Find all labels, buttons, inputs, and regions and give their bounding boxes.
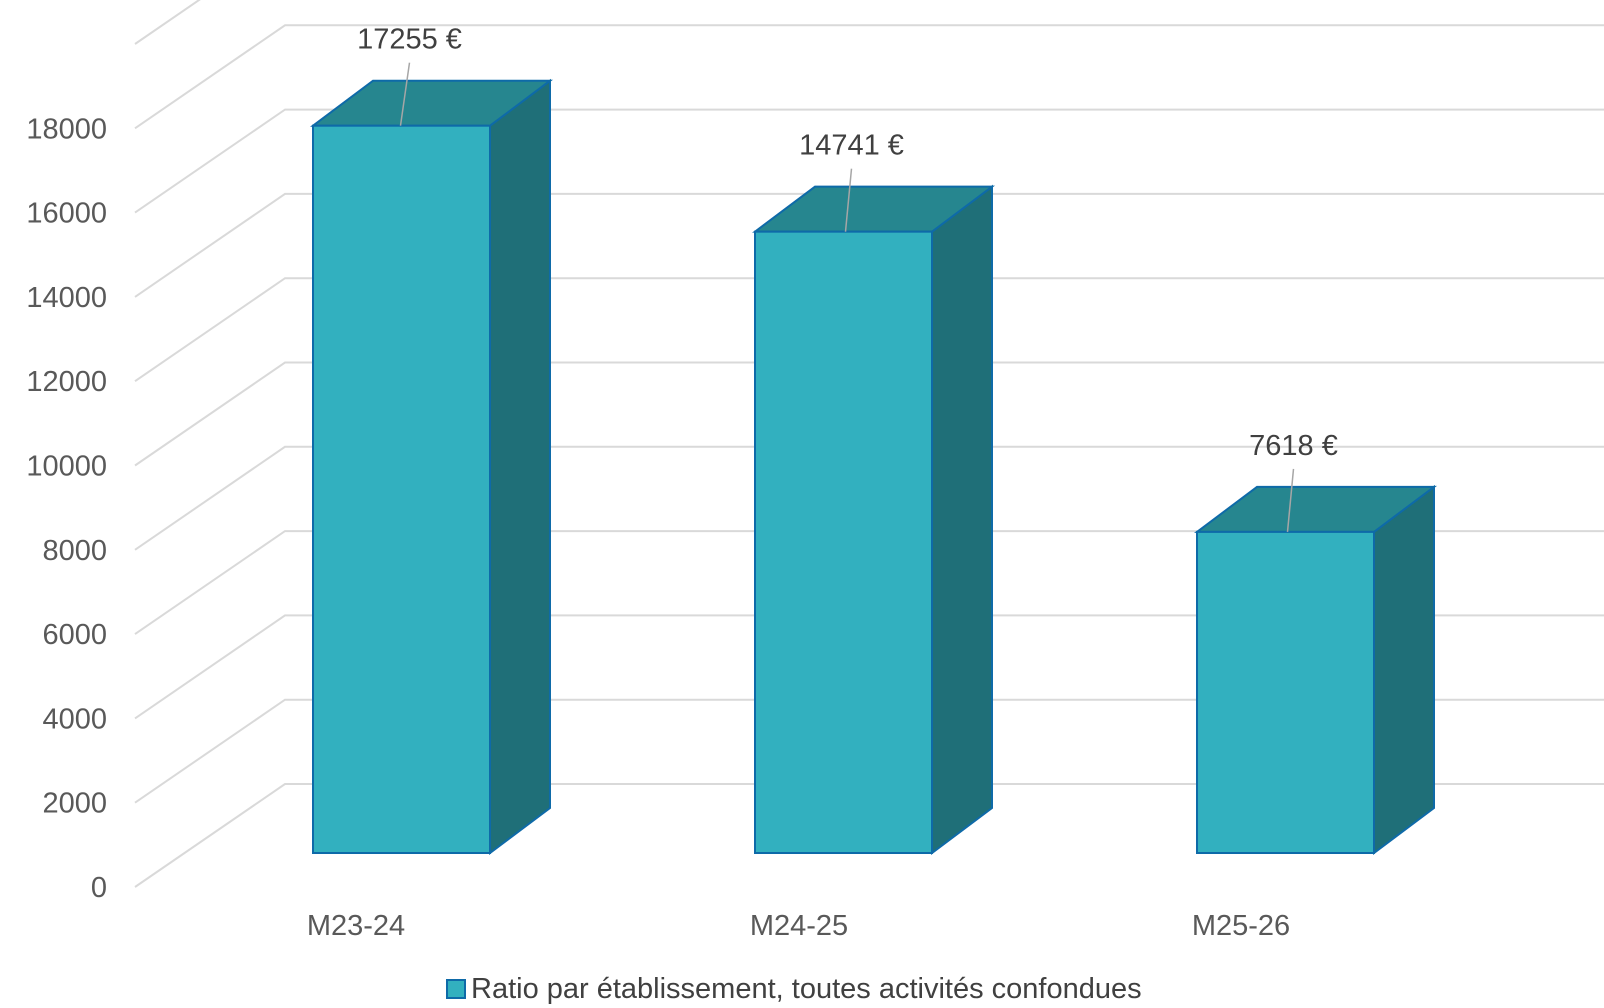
- gridline: [134, 192, 1604, 298]
- gridline: [134, 108, 1604, 214]
- legend-label: Ratio par établissement, toutes activité…: [471, 973, 1142, 1005]
- gridline: [134, 277, 1604, 383]
- bars: [310, 78, 1437, 855]
- gridline: [134, 0, 201, 45]
- legend-swatch: [446, 979, 466, 999]
- y-axis-ticks: 0 2000 4000 6000 8000 10000 12000 14000 16000 180…: [26, 113, 107, 904]
- gridline: [134, 24, 1604, 130]
- bar: [752, 184, 995, 855]
- y-tick-label: 16000: [26, 198, 107, 230]
- data-label: 7618 €: [1249, 430, 1338, 462]
- y-tick-label: 0: [91, 872, 107, 904]
- y-tick-label: 14000: [26, 282, 107, 314]
- gridline: [134, 698, 1604, 804]
- y-tick-label: 8000: [42, 535, 107, 567]
- y-tick-label: 18000: [26, 113, 107, 145]
- y-tick-label: 10000: [26, 451, 107, 483]
- data-label: 17255 €: [357, 24, 462, 56]
- gridlines: [134, 0, 1604, 888]
- bar-side-face: [489, 78, 551, 855]
- bar: [1194, 484, 1437, 855]
- gridline: [134, 445, 1604, 551]
- bar-side-face: [1373, 484, 1435, 855]
- data-label: 14741 €: [799, 130, 904, 162]
- bar-side-face: [931, 184, 993, 855]
- data-label-leader: [399, 62, 411, 126]
- gridline: [134, 530, 1604, 635]
- bar-front-face: [754, 230, 933, 854]
- bar: [310, 78, 553, 855]
- x-axis-categories: M23-24 M24-25 M25-26: [307, 910, 1290, 942]
- y-tick-label: 6000: [42, 619, 107, 651]
- gridline: [134, 783, 1604, 888]
- x-category-label: M24-25: [750, 910, 848, 942]
- y-tick-label: 4000: [42, 703, 107, 735]
- gridline: [134, 361, 1604, 467]
- data-label-leader: [1286, 468, 1295, 532]
- bar-front-face: [1196, 530, 1375, 854]
- y-tick-label: 12000: [26, 366, 107, 398]
- bar-front-face: [312, 124, 491, 855]
- legend: Ratio par établissement, toutes activité…: [446, 973, 1142, 1005]
- y-tick-label: 2000: [42, 788, 107, 820]
- data-label-leader: [844, 168, 853, 232]
- gridline: [134, 614, 1604, 720]
- data-labels: 17255 € 14741 € 7618 €: [357, 24, 1338, 532]
- x-category-label: M23-24: [307, 910, 405, 942]
- x-category-label: M25-26: [1192, 910, 1290, 942]
